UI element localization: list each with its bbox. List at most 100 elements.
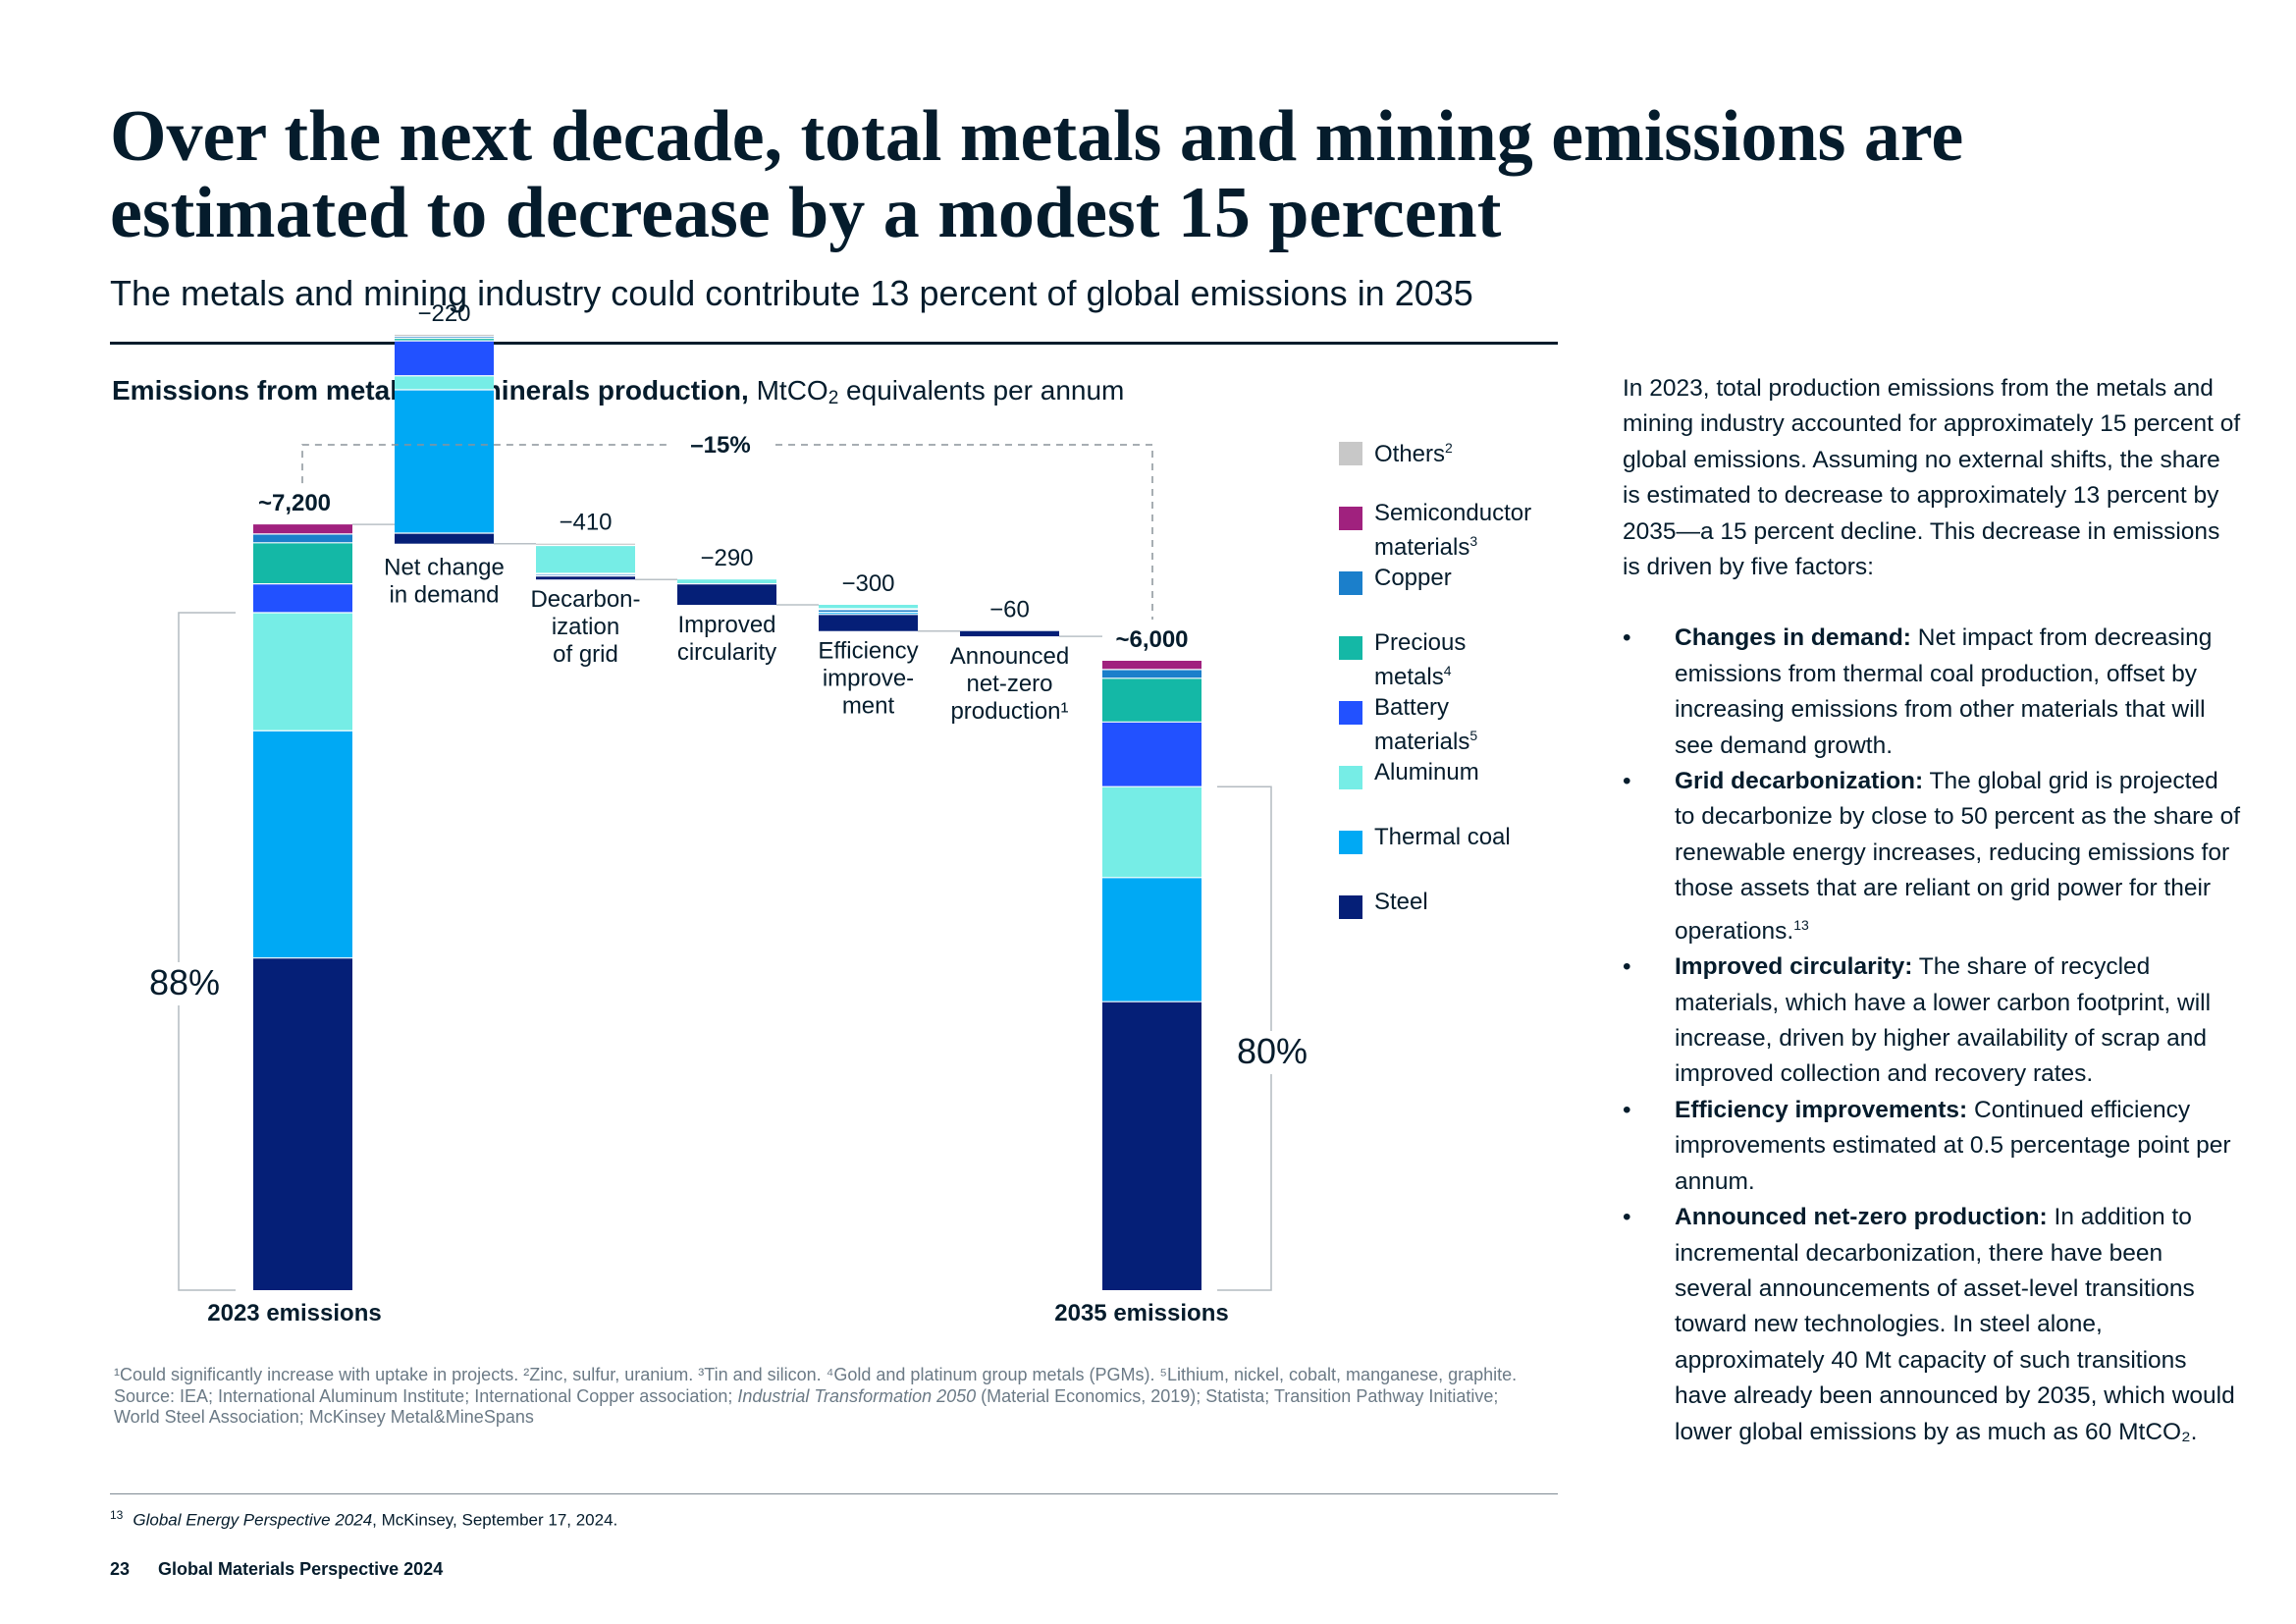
share-label-bg (1227, 1031, 1315, 1074)
factor-list: • Changes in demand: Net impact from decr… (1623, 621, 2241, 1450)
legend-item-steel: Steel (1339, 888, 1428, 919)
step-category-label: of grid (553, 641, 618, 668)
bar-2035-segment-battery-materials (1102, 722, 1201, 787)
step-2-segment-steel (536, 575, 635, 580)
category-label-2035: 2035 emissions (1054, 1300, 1228, 1326)
legend-item-aluminum: Aluminum (1339, 758, 1479, 789)
bar-2023-segment-copper (253, 533, 352, 543)
bullet-dot: • (1623, 1204, 1631, 1231)
legend-swatch (1339, 507, 1362, 530)
step-5-segment-steel (960, 630, 1059, 637)
step-value-label: −290 (700, 545, 753, 571)
bullet-dot: • (1623, 768, 1631, 795)
step-1-segment-thermal-coal (395, 390, 494, 534)
chart-footnotes: ¹Could significantly increase with uptak… (114, 1365, 1537, 1429)
legend-label: Others2 (1374, 440, 1453, 467)
step-value-label: −220 (417, 300, 470, 327)
factor-item: • Improved circularity: The share of recy… (1623, 949, 2241, 1093)
bar-2035-segment-copper (1102, 669, 1201, 678)
page-title: Over the next decade, total metals and m… (110, 96, 1964, 253)
total-value-label-2035: ~6,000 (1115, 626, 1188, 653)
step-category-label: Net change (384, 555, 505, 581)
bar-2023-segment-aluminum (253, 613, 352, 731)
factor-lead: Improved circularity: (1675, 953, 1913, 981)
page-subtitle: The metals and mining industry could con… (110, 273, 1473, 313)
step-category-label: ment (842, 693, 895, 720)
share-label-bg (137, 962, 216, 1005)
legend-item-semiconductor-materials: Semiconductor materials3 (1339, 499, 1531, 562)
legend-item-others: Others2 (1339, 434, 1453, 468)
bullet-dot: • (1623, 624, 1631, 652)
bottom-divider (110, 1493, 1558, 1494)
step-3-segment-steel (677, 583, 776, 606)
legend-label: Semiconductor materials3 (1374, 500, 1532, 561)
factor-lead: Changes in demand: (1675, 624, 1911, 652)
step-category-label: improve- (823, 666, 914, 692)
legend-label: Precious metals4 (1374, 629, 1467, 690)
bar-2023-segment-thermal-coal (253, 731, 352, 958)
page-footer: 23 Global Materials Perspective 2024 (110, 1559, 443, 1580)
legend-swatch (1339, 636, 1362, 660)
step-1-segment-others (395, 334, 494, 337)
step-1-segment-precious-metals (395, 338, 494, 342)
step-value-label: −300 (841, 570, 894, 597)
step-value-label: −60 (989, 597, 1030, 623)
factor-lead: Announced net-zero production: (1675, 1204, 2048, 1231)
bar-2035-segment-aluminum (1102, 786, 1201, 878)
factor-lead: Efficiency improvements: (1675, 1096, 1968, 1123)
legend-swatch (1339, 571, 1362, 595)
bar-2035-segment-precious-metals (1102, 677, 1201, 723)
step-4-segment-aluminum (819, 605, 918, 610)
step-category-label: circularity (677, 639, 776, 666)
legend-swatch (1339, 766, 1362, 789)
legend-swatch (1339, 442, 1362, 465)
bar-2035-segment-steel (1102, 1001, 1201, 1290)
factor-text: The global grid is projected to decarbon… (1675, 768, 2241, 945)
bar-2023-segment-precious-metals (253, 542, 352, 584)
factor-text: Continued efficiency improvements estima… (1675, 1096, 2231, 1195)
bar-2035-segment-thermal-coal (1102, 877, 1201, 1002)
legend-label: Thermal coal (1374, 824, 1511, 850)
factor-text: In addition to incremental decarbonizati… (1675, 1204, 2235, 1445)
share-bracket-2023 (178, 612, 236, 1291)
legend-swatch (1339, 701, 1362, 725)
legend-item-thermal-coal: Thermal coal (1339, 823, 1511, 854)
step-category-label: Efficiency (818, 638, 918, 665)
factor-reference: 13 (1793, 916, 1809, 933)
publication-name: Global Materials Perspective 2024 (158, 1559, 444, 1579)
total-value-label-2023: ~7,200 (258, 490, 331, 516)
legend-label: Copper (1374, 565, 1452, 591)
step-category-label: Decarbon- (530, 586, 640, 613)
step-1-segment-copper (395, 336, 494, 339)
step-2-segment-aluminum (536, 545, 635, 573)
change-bracket-left (301, 444, 667, 484)
step-category-label: production¹ (950, 698, 1068, 725)
side-panel-intro: In 2023, total production emissions from… (1623, 375, 2241, 581)
change-label: –15% (690, 432, 750, 459)
reference-note: 13 Global Energy Perspective 2024, McKins… (110, 1508, 618, 1530)
bar-2023-segment-steel (253, 957, 352, 1290)
step-4-segment-copper (819, 609, 918, 613)
factor-lead: Grid decarbonization: (1675, 768, 1924, 795)
step-3-segment-aluminum (677, 579, 776, 584)
step-category-label: Improved (677, 612, 775, 638)
share-label-2035: 80% (1237, 1031, 1308, 1071)
share-label-2023: 88% (149, 962, 220, 1002)
factor-item: • Grid decarbonization: The global grid i… (1623, 764, 2241, 949)
step-2-segment-copper (536, 573, 635, 576)
top-divider (110, 342, 1558, 345)
step-1-segment-aluminum (395, 375, 494, 391)
category-label-2023: 2023 emissions (207, 1300, 381, 1326)
legend-swatch (1339, 895, 1362, 919)
bar-2023-segment-battery-materials (253, 583, 352, 614)
legend-label: Steel (1374, 889, 1428, 915)
factor-item: • Announced net-zero production: In addit… (1623, 1200, 2241, 1450)
step-4-segment-thermal-coal (819, 612, 918, 615)
factor-item: • Changes in demand: Net impact from decr… (1623, 621, 2241, 764)
step-4-segment-steel (819, 614, 918, 631)
step-value-label: −410 (559, 510, 612, 536)
factor-text: The share of recycled materials, which h… (1675, 953, 2212, 1088)
page-number: 23 (110, 1559, 131, 1579)
bullet-dot: • (1623, 953, 1631, 981)
step-category-label: in demand (389, 582, 499, 609)
